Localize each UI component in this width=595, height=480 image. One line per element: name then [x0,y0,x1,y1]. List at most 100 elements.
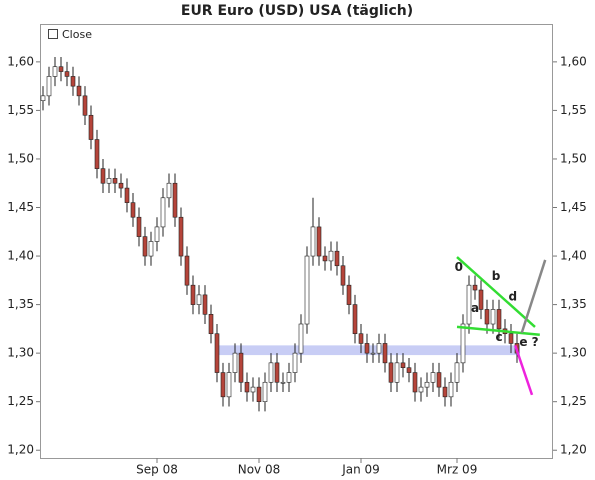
candle-body [382,343,388,364]
candle-body [292,352,298,373]
trend-line [520,259,547,334]
candle-body [460,323,466,364]
y-tick-label: 1,30 [7,346,34,360]
candle-body [280,381,286,384]
y-tick-label: 1,35 [7,297,34,311]
candle-body [376,343,382,354]
candle-body [46,76,52,97]
candle-body [172,182,178,218]
candle-body [358,333,364,344]
wave-label: d [509,289,518,303]
legend-checkbox[interactable] [48,29,58,39]
trend-line [456,256,536,328]
candle-body [316,226,322,257]
wave-label: b [492,269,501,283]
candle-body [154,226,160,242]
y-tick-label-right: 1,30 [560,346,587,360]
candle-body [94,139,100,169]
candle-body [268,362,274,383]
candle-body [400,362,406,369]
candle-body [214,333,220,373]
candle-body [130,202,136,218]
candle-body [88,114,94,140]
y-tick-label-right: 1,20 [560,443,587,457]
candle-body [136,216,142,237]
candle-body [430,372,436,383]
candle-body [178,216,184,257]
candle-body [352,304,358,335]
candle-body [100,168,106,184]
candle-body [52,66,58,77]
candle-body [508,333,514,344]
x-tick-label: Nov 08 [238,463,281,477]
y-tick-label-right: 1,50 [560,151,587,165]
y-tick-label-right: 1,35 [560,297,587,311]
wave-label: c [495,330,502,344]
y-tick-label-right: 1,60 [560,54,587,68]
y-tick-label: 1,50 [7,151,34,165]
y-tick-label-right: 1,25 [560,394,587,408]
candle-body [286,372,292,383]
y-tick-label-right: 1,45 [560,200,587,214]
y-tick-label: 1,20 [7,443,34,457]
candle-body [250,386,256,393]
candle-body [466,284,472,325]
candle-body [238,352,244,383]
x-tick-label: Jan 09 [341,463,380,477]
candle-body [112,178,118,184]
y-tick-label-right: 1,55 [560,103,587,117]
candle-body [394,362,400,383]
y-tick-label: 1,60 [7,54,34,68]
candle-body [310,226,316,257]
candle-body [448,381,454,398]
y-tick-label: 1,45 [7,200,34,214]
candle-body [70,76,76,87]
candle-body [196,294,202,305]
candle-body [232,352,238,373]
candle-body [64,71,70,77]
candle-body [322,255,328,262]
candle-body [424,381,430,388]
candle-body [58,66,64,72]
y-tick-label: 1,40 [7,249,34,263]
candle-body [370,352,376,355]
candle-body [106,178,112,184]
candle-body [142,236,148,257]
candle-body [226,372,232,398]
candle-body [472,284,478,291]
candle-body [406,367,412,373]
trend-line [456,325,540,336]
y-tick-label: 1,25 [7,394,34,408]
candle-body [412,372,418,393]
candle-body [220,372,226,398]
candle-body [478,289,484,310]
candle-body [190,284,196,305]
candle-body [496,309,502,330]
chart-title: EUR Euro (USD) USA (täglich) [181,3,413,19]
candle-body [76,85,82,97]
candle-body [364,343,370,354]
trend-line [514,344,534,396]
wave-label: 0 [455,260,463,274]
candle-body [256,386,262,402]
candle-body [298,323,304,354]
candle-body [244,381,250,393]
candle-body [82,95,88,116]
candle-body [418,386,424,393]
legend-label: Close [62,28,92,41]
candle-body [334,250,340,267]
wave-label: e ? [519,335,538,349]
wave-label: a [471,301,479,315]
candle-body [148,241,154,257]
candle-body [388,362,394,383]
candle-body [160,197,166,228]
candle-body [328,250,334,262]
candle-body [346,284,352,305]
candle-body [208,314,214,335]
candle-body [484,309,490,325]
candle-body [454,362,460,383]
candle-body [118,182,124,189]
y-tick-label: 1,55 [7,103,34,117]
candle-body [262,381,268,402]
